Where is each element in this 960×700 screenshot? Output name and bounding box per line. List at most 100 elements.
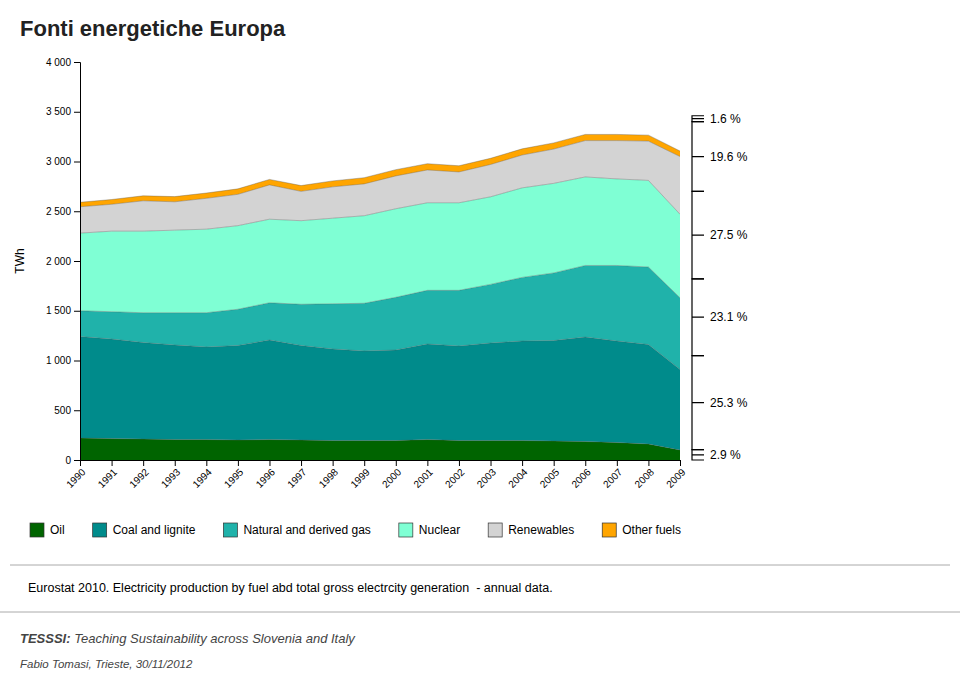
tick-mark (112, 460, 113, 466)
tick: 2 500 (46, 206, 80, 217)
tick-mark (396, 460, 397, 466)
separator (10, 565, 950, 566)
annotation: 1.6 % (710, 112, 741, 126)
tick: 3 500 (46, 106, 80, 117)
tick: 2008 (632, 460, 656, 490)
tick-mark (74, 211, 80, 212)
tick-label: 2000 (380, 466, 404, 490)
title: Fonti energetiche Europa (20, 16, 286, 41)
legend-swatch (488, 523, 502, 537)
tick-mark (648, 460, 649, 466)
tick-mark (364, 460, 365, 466)
tick-label: 1 000 (46, 355, 71, 366)
legend-swatch (602, 523, 616, 537)
tick-label: 1990 (64, 466, 88, 490)
tick-label: 2007 (601, 466, 625, 490)
tick-label: 1997 (285, 466, 309, 490)
bracket (692, 450, 704, 460)
tick-label: 1993 (159, 466, 183, 490)
brackets: 1.6 %19.6 %27.5 %23.1 %25.3 %2.9 % (692, 112, 748, 462)
tick: 1993 (159, 460, 183, 490)
tick: 2009 (664, 460, 688, 490)
tick: 1995 (222, 460, 246, 490)
tick: 3 000 (46, 156, 80, 167)
tick-label: 1991 (96, 466, 120, 490)
tick: 4 000 (46, 57, 80, 68)
legend-swatch (30, 523, 44, 537)
area (80, 141, 680, 234)
axis-line (74, 63, 81, 461)
legend-item: Coal and lignite (93, 523, 196, 537)
tick-mark (74, 112, 80, 113)
tick-label: 1994 (190, 466, 214, 490)
tick-label: 1995 (222, 466, 246, 490)
tick-mark (74, 261, 80, 262)
tick-mark (491, 460, 492, 466)
bracket (692, 122, 704, 192)
tick: 2001 (411, 460, 435, 490)
footer: Eurostat 2010. Electricity production by… (0, 565, 960, 670)
tick: 1991 (96, 460, 120, 490)
legend-swatch (223, 523, 237, 537)
credit: Teaching Sustainability across Slovenia … (71, 631, 357, 646)
tick-label: 2009 (664, 466, 688, 490)
tick-label: 2 000 (46, 256, 71, 267)
chart: Fonti energetiche Europa 1990 1991 1992 1993… (0, 0, 960, 700)
annotation: 27.5 % (710, 228, 748, 242)
legend-swatch (93, 523, 107, 537)
annotation: 23.1 % (710, 310, 748, 324)
bracket (692, 116, 704, 122)
tick-label: 0 (65, 455, 71, 466)
tick: 1992 (127, 460, 151, 490)
layer-edge (80, 265, 680, 312)
tick-mark (206, 460, 207, 466)
tick: 1 000 (46, 355, 80, 366)
tick: 2004 (506, 460, 530, 490)
bracket (692, 356, 704, 450)
legend-label: Oil (50, 523, 65, 537)
area (80, 337, 680, 450)
tick-label: 3 500 (46, 106, 71, 117)
axis-line (81, 461, 681, 467)
legend: Oil Coal and lignite Natural and derived g… (30, 523, 681, 537)
legend-item: Nuclear (399, 523, 460, 537)
tick-mark (459, 460, 460, 466)
tick: 500 (54, 405, 80, 416)
layer-edge (80, 438, 680, 450)
plot-area (80, 134, 680, 460)
tick-label: 1 500 (46, 305, 71, 316)
tick-mark (554, 460, 555, 466)
tick-mark (617, 460, 618, 466)
tick-mark (238, 460, 239, 466)
tick-mark (427, 460, 428, 466)
tick-label: 2008 (632, 466, 656, 490)
tick-label: 1999 (348, 466, 372, 490)
y-axis: 0 500 1 000 1 500 2 000 2 500 3 000 3 500 4 000 (46, 57, 81, 466)
tick-mark (74, 62, 80, 63)
layer-edge (80, 134, 680, 202)
legend-item: Oil (30, 523, 65, 537)
annotation: 2.9 % (710, 448, 741, 462)
area (80, 134, 680, 206)
tick-mark (74, 162, 80, 163)
tick-mark (585, 460, 586, 466)
layer-edge (80, 337, 680, 370)
legend-item: Renewables (488, 523, 574, 537)
tick-mark (269, 460, 270, 466)
tick-mark (74, 460, 80, 461)
tick-mark (74, 410, 80, 411)
legend-label: Natural and derived gas (243, 523, 370, 537)
tick-label: 2004 (506, 466, 530, 490)
tick-label: 2005 (538, 466, 562, 490)
tick-label: 2001 (411, 466, 435, 490)
tick: 2007 (601, 460, 625, 490)
tick: 1998 (317, 460, 341, 490)
bracket (692, 191, 704, 279)
tick-mark (74, 311, 80, 312)
legend-item: Other fuels (602, 523, 681, 537)
tick: 2 000 (46, 256, 80, 267)
annotation: 19.6 % (710, 150, 748, 164)
tick: 1996 (254, 460, 278, 490)
x-axis: 1990 1991 1992 1993 1994 1995 1996 1997 1998 1999… (64, 460, 688, 490)
tick-mark (301, 460, 302, 466)
